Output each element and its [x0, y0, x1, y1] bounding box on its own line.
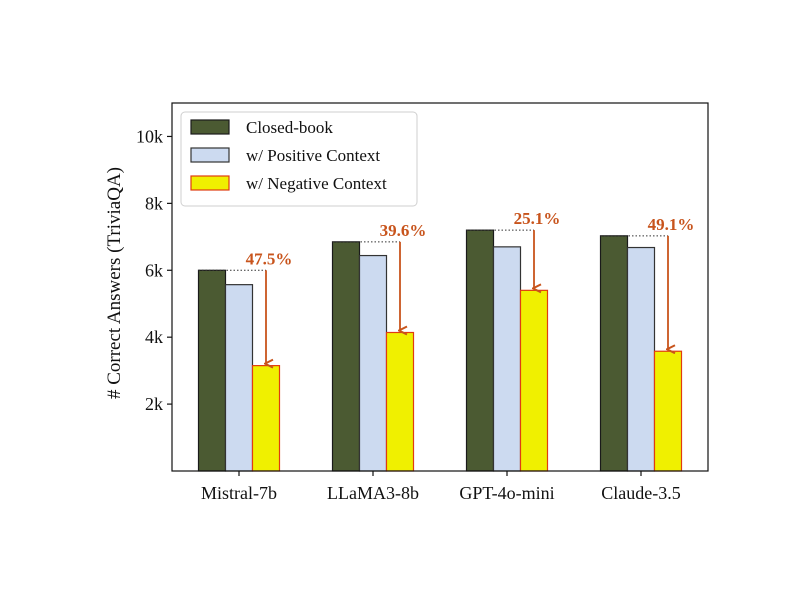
bar-0-0 [197, 269, 227, 472]
y-tick-label-2: 6k [145, 260, 163, 280]
y-axis-title: # Correct Answers (TriviaQA) [104, 167, 125, 399]
bar-1-1 [358, 254, 388, 472]
bar-1-3 [626, 246, 656, 472]
legend-box [180, 111, 418, 207]
bar-1-2 [492, 246, 522, 472]
y-tick-label-4: 10k [136, 126, 163, 146]
legend-swatch-2 [190, 175, 230, 191]
plot-frame [171, 102, 709, 472]
legend-label-0: Closed-book [246, 118, 333, 137]
drop-label-2: 25.1% [514, 209, 561, 228]
legend: Closed-book w/ Positive Context w/ Negativ… [180, 111, 418, 207]
bar-2-3 [653, 350, 683, 472]
bar-0-1 [331, 241, 361, 472]
drop-label-0: 47.5% [246, 249, 293, 268]
y-axis: 2k 4k 6k 8k 10k [136, 126, 172, 414]
bar-2-0 [251, 365, 281, 472]
bar-2-1 [385, 331, 415, 472]
bars-layer [197, 229, 683, 472]
x-tick-label-3: Claude-3.5 [601, 483, 680, 503]
x-tick-label-0: Mistral-7b [201, 483, 277, 503]
bar-0-3 [599, 235, 629, 472]
legend-label-1: w/ Positive Context [246, 146, 380, 165]
x-tick-label-1: LLaMA3-8b [327, 483, 419, 503]
bar-2-2 [519, 289, 549, 472]
bar-1-0 [224, 284, 254, 472]
bar-0-2 [465, 229, 495, 472]
annotation-layer: 47.5% 39.6% 25.1% 49.1% [198, 209, 695, 363]
y-tick-label-1: 4k [145, 327, 163, 347]
drop-label-3: 49.1% [648, 215, 695, 234]
y-tick-label-0: 2k [145, 394, 163, 414]
drop-label-1: 39.6% [380, 221, 427, 240]
legend-swatch-0 [190, 119, 230, 135]
x-axis: Mistral-7b LLaMA3-8b GPT-4o-mini Claude-3.5 [201, 471, 681, 503]
legend-swatch-1 [190, 147, 230, 163]
x-tick-label-2: GPT-4o-mini [459, 483, 554, 503]
legend-label-2: w/ Negative Context [246, 174, 387, 193]
y-tick-label-3: 8k [145, 193, 163, 213]
